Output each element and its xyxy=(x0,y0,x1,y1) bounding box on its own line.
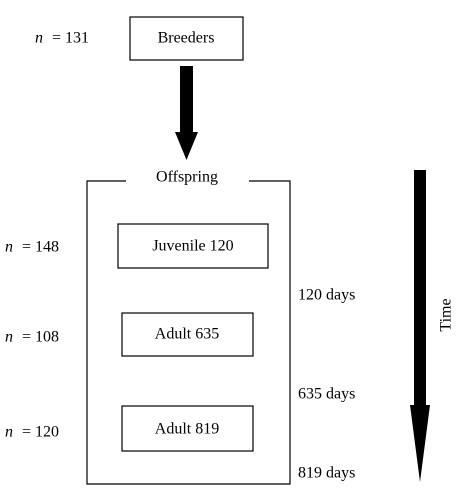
stage-box xyxy=(121,312,254,357)
day-label: 635 days xyxy=(298,386,355,403)
n-count: = 148 xyxy=(22,239,59,256)
n-count: = 131 xyxy=(52,30,89,47)
offspring-label: Offspring xyxy=(156,169,218,186)
n-count: = 120 xyxy=(22,424,59,441)
stage-label: Juvenile 120 xyxy=(152,238,233,255)
stage-box xyxy=(117,223,269,269)
offspring-frame xyxy=(86,180,291,485)
stage-box xyxy=(121,405,254,452)
day-label: 120 days xyxy=(298,287,355,304)
n-count: = 108 xyxy=(22,329,59,346)
arrow-head xyxy=(175,132,198,160)
time-arrow xyxy=(410,170,430,482)
time-label: Time xyxy=(438,298,455,331)
n-symbol: n xyxy=(5,239,13,256)
breeders-label: Breeders xyxy=(158,30,215,47)
arrow-shaft xyxy=(180,66,193,134)
day-label: 819 days xyxy=(298,465,355,482)
n-symbol: n xyxy=(35,30,43,47)
n-symbol: n xyxy=(5,329,13,346)
n-symbol: n xyxy=(5,424,13,441)
breeders-box xyxy=(129,16,244,61)
stage-label: Adult 635 xyxy=(155,326,219,343)
stage-label: Adult 819 xyxy=(155,421,219,438)
